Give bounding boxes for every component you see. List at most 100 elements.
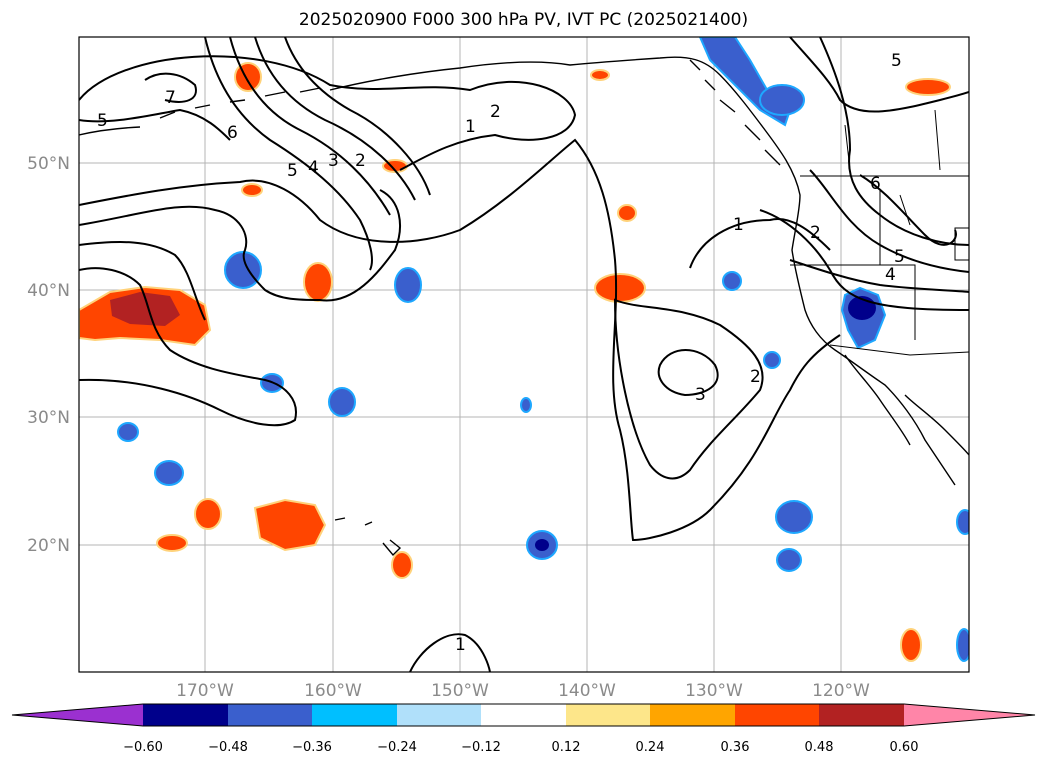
contour-nw-6	[79, 108, 231, 141]
colorbar-tick-label: −0.24	[377, 740, 417, 755]
pv-blob-b	[234, 62, 262, 92]
map-border	[78, 36, 970, 673]
map-frame-bg	[79, 37, 969, 672]
pv-blob-n1	[759, 84, 805, 116]
contour-label: 5	[287, 161, 298, 181]
pv-blob-l	[590, 69, 610, 81]
colorbar	[11, 703, 1036, 727]
contour-ne-4	[819, 37, 969, 246]
contour-label: 5	[891, 51, 902, 71]
coast-bc-islands	[689, 59, 781, 166]
pv-blob-hawaii	[253, 498, 327, 552]
contour-1-north	[79, 55, 577, 171]
colorbar-segment	[312, 704, 397, 726]
colorbar-segment	[228, 704, 312, 726]
contour-2-east	[613, 298, 764, 480]
colorbar-extend-low	[12, 704, 143, 726]
colorbar-tick-label: 0.24	[636, 740, 665, 755]
lat-tick-label: 30°N	[27, 408, 70, 428]
pv-blob-c	[303, 262, 333, 302]
lat-tick-label: 50°N	[27, 154, 70, 174]
lon-tick-label: 150°W	[431, 681, 489, 701]
lon-tick-label: 120°W	[812, 681, 870, 701]
colorbar-segment	[566, 704, 650, 726]
contour-ne-6	[859, 174, 957, 246]
pv-blob-n4	[328, 387, 356, 417]
pv-blob-n13	[520, 397, 532, 413]
pv-blob-n7	[775, 500, 813, 534]
contour-label: 2	[810, 223, 821, 243]
coast-baja	[844, 354, 911, 446]
colorbar-tick-label: −0.48	[208, 740, 248, 755]
colorbar-outline	[11, 703, 1036, 727]
lat-tick-label: 40°N	[27, 281, 70, 301]
contour-north-stack-1	[204, 37, 373, 271]
coastlines	[79, 56, 969, 557]
pv-blob-g	[900, 628, 922, 662]
pv-positive-regions	[79, 62, 951, 662]
pv-blob-a	[194, 498, 222, 530]
contour-nw-7	[144, 72, 197, 103]
contour-label: 5	[97, 111, 108, 131]
contour-1-inner	[689, 218, 831, 269]
contour-label: 1	[455, 635, 466, 655]
colorbar-segment	[397, 704, 481, 726]
contour-label: 5	[894, 247, 905, 267]
pv-blob-n15	[956, 628, 969, 662]
contour-label: 2	[750, 367, 761, 387]
lat-tick-labels: 50°N 40°N 30°N 20°N	[27, 154, 70, 556]
colorbar-tick-label: 0.12	[552, 740, 581, 755]
contour-labels: 7 5 6 5 4 3 2 2 1 5 6 1 2 5 4 3 2 1	[97, 51, 905, 655]
lon-tick-label: 170°W	[176, 681, 234, 701]
plot-title: 2025020900 F000 300 hPa PV, IVT PC (2025…	[298, 10, 749, 30]
coast-hawaii	[334, 517, 402, 557]
lon-tick-labels: 170°W 160°W 150°W 140°W 130°W 120°W	[176, 681, 870, 701]
contour-label: 1	[733, 215, 744, 235]
contour-label: 7	[165, 88, 176, 108]
contour-label: 4	[885, 265, 896, 285]
contour-label: 4	[308, 158, 319, 178]
contour-label: 2	[355, 151, 366, 171]
border-states-3	[954, 227, 969, 261]
colorbar-segment	[143, 704, 228, 726]
lon-tick-label: 160°W	[304, 681, 362, 701]
pv-blob-n5	[154, 460, 184, 486]
lon-tick-label: 140°W	[558, 681, 616, 701]
pv-blob-d	[594, 273, 646, 303]
pv-blob-i	[391, 551, 413, 579]
coast-na	[329, 56, 956, 486]
coast-mexico	[904, 394, 969, 456]
pv-blob-e	[617, 204, 637, 222]
contour-ne-1	[759, 209, 969, 311]
coast-aleutians	[79, 87, 321, 136]
borders	[790, 109, 969, 356]
pv-core-n6	[535, 539, 549, 551]
contour-label: 6	[870, 174, 881, 194]
pv-blob-f	[905, 78, 951, 96]
pv-blob-h	[156, 534, 188, 552]
pv-blob-n12	[763, 351, 781, 369]
contour-3	[79, 241, 206, 321]
pv-blob-n3	[394, 267, 422, 303]
contour-ne-2	[789, 259, 969, 293]
pv-blob-n14	[956, 509, 969, 535]
contour-label: 2	[490, 102, 501, 122]
lon-tick-label: 130°W	[685, 681, 743, 701]
colorbar-segment	[650, 704, 735, 726]
colorbar-tick-label: 0.60	[890, 740, 919, 755]
contour-ne-5	[789, 37, 969, 113]
colorbar-segment	[819, 704, 904, 726]
colorbar-tick-labels: −0.60 −0.48 −0.36 −0.24 −0.12 0.12 0.24 …	[123, 740, 918, 755]
pv-blob-n10	[722, 271, 742, 291]
colorbar-segment	[481, 704, 566, 726]
colorbar-tick-label: 0.36	[721, 740, 750, 755]
pv-blob-k	[241, 183, 263, 197]
pv-core-west	[110, 292, 180, 326]
colorbar-tick-label: 0.48	[805, 740, 834, 755]
pv-blob-n11	[117, 422, 139, 442]
contour-north-stack-4	[284, 37, 431, 196]
contour-label: 3	[328, 151, 339, 171]
pv-blob-n2	[224, 251, 262, 289]
colorbar-segment	[735, 704, 819, 726]
